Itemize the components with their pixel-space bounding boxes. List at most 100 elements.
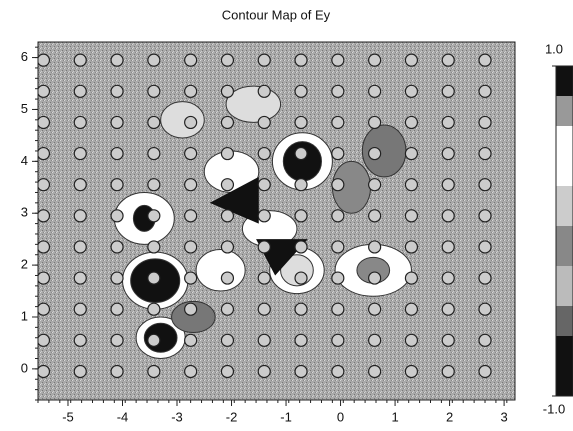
rod — [441, 209, 455, 223]
rod — [220, 240, 235, 254]
rod — [257, 364, 271, 379]
rod — [368, 115, 382, 130]
rod — [220, 364, 235, 379]
rod — [441, 84, 455, 98]
x-tick-label: -1 — [280, 409, 292, 424]
rod — [294, 209, 308, 223]
rod — [368, 364, 382, 379]
rod — [38, 240, 51, 254]
rod — [110, 178, 124, 192]
rod — [220, 302, 235, 316]
rod — [294, 84, 308, 98]
rod — [478, 240, 492, 254]
x-tick-label: -2 — [226, 409, 238, 424]
rod — [441, 146, 455, 161]
rod — [294, 53, 308, 67]
rod — [331, 84, 345, 98]
rod — [220, 115, 235, 130]
rod — [368, 271, 382, 285]
x-tick-label: -3 — [171, 409, 183, 424]
rod — [331, 146, 345, 161]
rod — [257, 146, 271, 161]
rod — [73, 302, 87, 316]
rod — [257, 115, 271, 130]
colorbar-label: 1.0 — [545, 41, 563, 56]
rod — [184, 333, 198, 347]
rod — [110, 146, 124, 161]
rod — [110, 84, 124, 98]
rod — [73, 271, 87, 285]
rod — [368, 240, 382, 254]
rod — [404, 209, 419, 223]
rod — [478, 364, 492, 379]
rod — [73, 178, 87, 192]
rod — [184, 209, 198, 223]
rod — [220, 209, 235, 223]
rod — [38, 115, 51, 130]
rod — [368, 333, 382, 347]
chart-title: Contour Map of Ey — [222, 7, 331, 22]
rod — [110, 333, 124, 347]
y-tick-label: 5 — [21, 101, 28, 116]
rod — [73, 84, 87, 98]
rod — [73, 240, 87, 254]
rod — [184, 146, 198, 161]
x-tick-label: -5 — [62, 409, 74, 424]
rod — [478, 302, 492, 316]
rod — [147, 240, 161, 254]
rod — [147, 115, 161, 130]
x-tick-label: 1 — [391, 409, 398, 424]
rod — [73, 53, 87, 67]
rod — [38, 209, 51, 223]
rod — [441, 53, 455, 67]
rod — [38, 271, 51, 285]
rod — [184, 84, 198, 98]
rod — [331, 53, 345, 67]
y-tick-label: 1 — [21, 308, 28, 323]
rod — [331, 333, 345, 347]
rod — [404, 240, 419, 254]
rod — [404, 364, 419, 379]
rod — [368, 53, 382, 67]
rod — [147, 271, 161, 285]
rod — [110, 53, 124, 67]
rod — [441, 271, 455, 285]
rod — [147, 364, 161, 379]
rod — [368, 302, 382, 316]
rod — [110, 240, 124, 254]
rod — [147, 302, 161, 316]
rod — [38, 333, 51, 347]
rod — [147, 53, 161, 67]
rod — [294, 178, 308, 192]
rod — [331, 271, 345, 285]
rod — [478, 115, 492, 130]
rod — [478, 84, 492, 98]
colorbar-label: -1.0 — [543, 401, 565, 416]
rod — [331, 209, 345, 223]
rod — [38, 53, 51, 67]
rod — [220, 333, 235, 347]
rod — [38, 302, 51, 316]
rod — [478, 271, 492, 285]
rod — [441, 115, 455, 130]
rod — [441, 302, 455, 316]
rod — [404, 302, 419, 316]
rod — [441, 240, 455, 254]
rod — [331, 364, 345, 379]
rod — [478, 209, 492, 223]
rod — [368, 146, 382, 161]
rod — [257, 209, 271, 223]
rod — [294, 240, 308, 254]
rod — [478, 333, 492, 347]
rod — [331, 115, 345, 130]
rod — [184, 115, 198, 130]
rod — [331, 240, 345, 254]
rod — [73, 209, 87, 223]
contour-region — [171, 300, 216, 334]
rod — [294, 364, 308, 379]
rod — [441, 178, 455, 192]
contour-region — [225, 85, 282, 123]
rod — [184, 240, 198, 254]
